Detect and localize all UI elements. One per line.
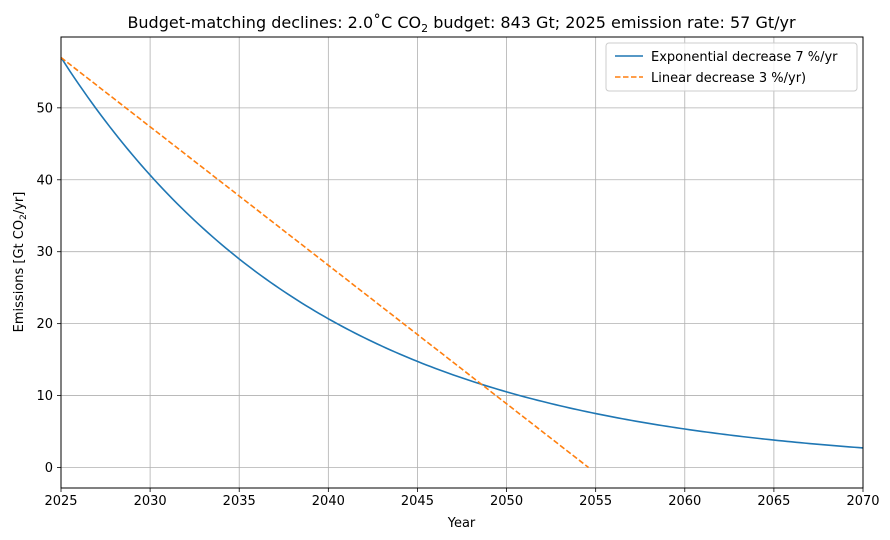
y-tick-label: 10 [36,389,53,404]
x-tick-label: 2030 [134,494,167,509]
x-tick-label: 2060 [668,494,701,509]
x-tick-label: 2055 [579,494,612,509]
x-tick-label: 2045 [401,494,434,509]
legend-box [605,42,858,92]
series-line-exponential [60,57,864,449]
x-tick-label: 2070 [846,494,879,509]
y-tick-label: 0 [45,461,53,476]
chart-title-prefix: Budget-matching declines: 2.0˚C CO [127,13,421,32]
ticks: 2025 2030 2035 2040 2045 2050 2055 2060 2065 2070… [36,101,879,509]
y-tick-label: 50 [36,101,53,116]
x-axis-label: Year [447,516,476,531]
y-tick-label: 40 [36,173,53,188]
x-tick-label: 2040 [312,494,345,509]
y-axis-label: Emissions [Gt CO2/yr] [12,192,29,333]
y-axis-label-subscript: 2 [19,214,29,220]
y-tick-label: 20 [36,317,53,332]
x-tick-label: 2035 [223,494,256,509]
legend-label-exponential: Exponential decrease 7 %/yr [651,50,838,65]
legend-label-linear: Linear decrease 3 %/yr) [651,71,806,86]
legend: Exponential decrease 7 %/yr Linear decre… [605,42,858,92]
chart-title-subscript: 2 [421,22,428,35]
series-line-linear [60,56,590,469]
x-tick-label: 2065 [757,494,790,509]
x-tick-label: 2050 [490,494,523,509]
series-layer [60,56,864,469]
y-axis-label-prefix: Emissions [Gt CO [12,220,27,332]
y-tick-label: 30 [36,245,53,260]
x-tick-label: 2025 [44,494,77,509]
chart-title-suffix: budget: 843 Gt; 2025 emission rate: 57 G… [428,13,796,32]
plot-frame [60,36,864,489]
y-axis-label-suffix: /yr] [12,192,27,215]
chart-title: Budget-matching declines: 2.0˚C CO2 budg… [127,13,796,35]
